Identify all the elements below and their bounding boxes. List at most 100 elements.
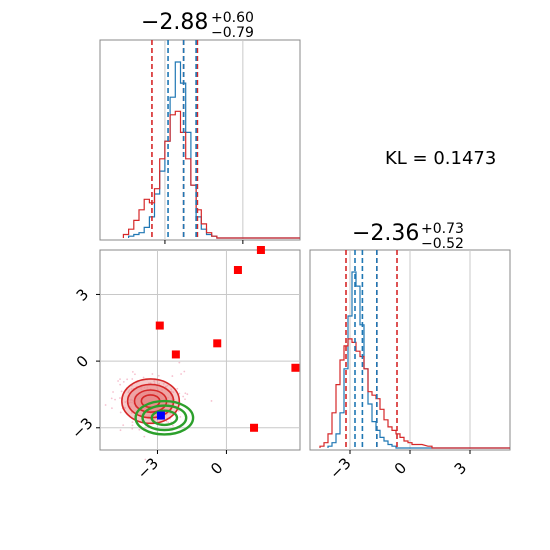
sample-point: [184, 398, 186, 401]
tick-label-x: 0: [207, 459, 226, 478]
title-param2: −2.36: [352, 221, 419, 246]
marker-red-square: [213, 339, 222, 348]
sample-point: [131, 421, 134, 424]
sample-point: [128, 389, 131, 391]
sample-point: [110, 397, 113, 400]
title-upper-param2: +0.73: [421, 221, 464, 237]
title-lower-param1: −0.79: [211, 25, 254, 41]
quantile-lines-param2: [345, 250, 398, 450]
sample-point: [143, 435, 146, 438]
sample-point: [111, 407, 113, 410]
sample-point: [142, 376, 145, 379]
sample-point: [134, 373, 136, 376]
sample-point: [117, 380, 119, 382]
marker-red-square: [233, 266, 242, 274]
tick-label-y: 3: [73, 285, 92, 304]
tick-label-y: 0: [73, 352, 92, 371]
sample-point: [167, 421, 170, 424]
sample-point: [149, 382, 152, 385]
sample-point: [162, 382, 165, 385]
histogram-series-red: [122, 110, 300, 239]
title-upper-param1: +0.60: [211, 10, 254, 26]
sample-point: [179, 415, 182, 418]
sample-point: [172, 391, 175, 394]
title-value-param2: −2.36: [352, 221, 419, 246]
sample-point: [157, 374, 160, 377]
marker-red-square: [250, 423, 259, 432]
sample-point: [177, 409, 180, 412]
sample-point: [169, 412, 172, 415]
sample-point: [153, 380, 155, 382]
tick-label-x: 0: [391, 459, 410, 478]
sample-point: [186, 393, 189, 396]
sample-point: [130, 388, 133, 390]
sample-point: [180, 373, 183, 375]
histogram-panel-param2: [309, 249, 511, 451]
sample-point: [119, 411, 122, 414]
sample-point: [104, 404, 107, 406]
sample-point: [172, 424, 174, 427]
sample-point: [122, 381, 125, 383]
grid-param2: [349, 250, 471, 450]
histogram-steps-param2: [319, 271, 510, 449]
sample-point: [144, 458, 147, 461]
marker-red-square: [171, 350, 180, 359]
contour-green: [150, 409, 179, 427]
marker-red-square: [155, 321, 164, 330]
title-param1: −2.88: [141, 10, 208, 35]
grid-param1: [164, 40, 244, 240]
sample-point: [184, 392, 187, 395]
marker-blue-square: [156, 411, 165, 420]
sample-point: [122, 424, 125, 427]
sample-point: [112, 391, 114, 393]
sample-point: [158, 382, 161, 385]
tick-label-x: 3: [451, 459, 470, 478]
title-value-param1: −2.88: [141, 10, 208, 35]
quantile-lines-param1: [151, 40, 199, 240]
contour-green: [141, 404, 188, 432]
sample-point: [183, 370, 186, 373]
sample-point: [120, 390, 123, 393]
tick-label-y: −3: [68, 414, 96, 442]
sample-point: [153, 382, 156, 385]
sample-point: [131, 370, 134, 373]
histogram-panel-param1: [99, 39, 301, 241]
markers: [155, 246, 300, 432]
contour-green: [134, 399, 195, 436]
sample-point: [171, 375, 174, 377]
sample-point: [170, 388, 173, 391]
sample-point: [124, 407, 127, 409]
sample-point: [166, 384, 169, 387]
histogram-series-blue: [327, 271, 510, 449]
histogram-series-red: [319, 338, 510, 449]
sample-point: [176, 387, 179, 390]
sample-point: [127, 390, 130, 393]
sample-point: [138, 428, 141, 431]
sample-point: [178, 392, 181, 395]
scatter-panel: [99, 246, 301, 461]
sample-point: [164, 385, 167, 388]
sample-point: [119, 378, 121, 381]
tick-label-x: −3: [134, 454, 162, 482]
title-lower-param2: −0.52: [421, 236, 464, 252]
sample-point: [119, 397, 121, 399]
sample-point: [182, 395, 185, 398]
sample-point: [119, 429, 122, 432]
histogram-series-blue: [128, 61, 300, 239]
tick-label-x: −3: [326, 454, 354, 482]
sample-point: [119, 383, 122, 386]
histogram-steps-param1: [122, 61, 300, 239]
sample-point: [131, 424, 134, 427]
sample-point: [178, 361, 181, 364]
sample-point: [144, 426, 147, 429]
sample-point: [124, 401, 127, 403]
sample-point: [210, 400, 213, 402]
histogram-frame-param1: [99, 39, 301, 241]
scatter-frame: [99, 249, 301, 451]
sample-point: [165, 420, 168, 423]
sample-point: [131, 378, 134, 380]
kl-annotation: KL = 0.1473: [385, 148, 496, 169]
sample-point: [126, 378, 129, 381]
marker-red-square: [256, 246, 265, 254]
